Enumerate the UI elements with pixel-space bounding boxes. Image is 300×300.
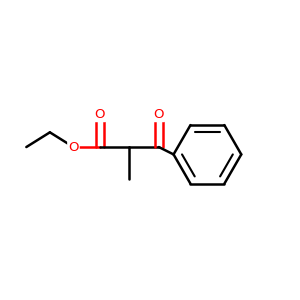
- Text: O: O: [154, 108, 164, 121]
- Text: O: O: [68, 141, 79, 154]
- Text: O: O: [95, 108, 105, 121]
